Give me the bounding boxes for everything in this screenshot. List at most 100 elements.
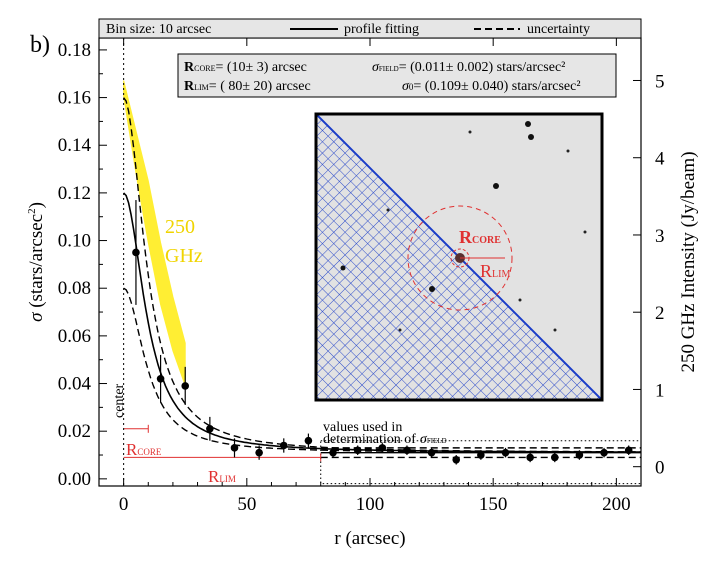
panel-label: b) [30, 32, 50, 58]
x-tick-label: 150 [479, 494, 508, 515]
x-tick-label: 50 [237, 494, 256, 515]
parameters-box: RCORE= (10± 3) arcsec RLIM= ( 80± 20) ar… [177, 53, 617, 98]
legend-bin-size: Bin size: 10 arcsec [106, 22, 211, 37]
data-point [526, 453, 534, 462]
band-label-ghz: GHz [165, 245, 203, 267]
data-point [230, 444, 239, 452]
param-sigma-field-label: σ [372, 60, 380, 75]
inset-rlim-sub: LIM [492, 269, 510, 280]
inset-star [553, 328, 557, 332]
inset-star [566, 149, 570, 153]
x-axis-label: r (arcsec) [334, 528, 405, 549]
rcore-marker-sub: CORE [137, 447, 162, 457]
svg-text:σ0= (0.109± 0.040) stars/arcse: σ0= (0.109± 0.040) stars/arcsec² [402, 79, 581, 94]
x-tick-label: 0 [119, 494, 129, 515]
data-point [624, 446, 633, 455]
data-point [452, 455, 461, 464]
param-rcore-label: R [184, 60, 195, 75]
y-axis-label: σ (stars/arcsec2) [26, 202, 47, 322]
param-sigma-field-value: = (0.011± 0.002) stars/arcsec² [399, 60, 566, 75]
y-right-tick-label: 3 [655, 226, 665, 247]
y-tick-label: 0.04 [58, 374, 92, 395]
y-tick-label: 0.06 [58, 326, 91, 347]
data-point [353, 446, 362, 455]
data-point [255, 448, 263, 457]
data-point [600, 448, 608, 457]
svg-text:σFIELD= (0.011± 0.002) stars/a: σFIELD= (0.011± 0.002) stars/arcsec² [372, 60, 565, 75]
inset-star [386, 208, 390, 212]
inset-star [398, 328, 402, 332]
y-right-tick-label: 5 [655, 71, 665, 92]
y-right-tick-label: 2 [655, 303, 665, 324]
y-right-axis-label: 250 GHz Intensity (Jy/beam) [678, 151, 699, 372]
y-tick-label: 0.12 [58, 183, 91, 204]
data-point [156, 374, 165, 383]
data-point [181, 382, 190, 390]
data-point [329, 448, 337, 457]
parameters-frame [177, 53, 617, 98]
inset-rcore-label: R [459, 227, 473, 247]
band-label-250: 250 [165, 216, 195, 238]
inset-rcore-sub: CORE [472, 235, 501, 246]
axes-layer: 0 50 100 150 2000.000.020.040.060.080.100.12… [58, 38, 665, 515]
inset-star [429, 286, 435, 292]
y-right-tick-label: 0 [655, 458, 665, 479]
data-point [550, 453, 559, 462]
svg-text:RCORE: RCORE [459, 227, 501, 247]
data-point [279, 441, 288, 450]
x-tick-label: 200 [602, 494, 631, 515]
inset-star [518, 298, 522, 302]
param-sigma0-label: σ [402, 79, 410, 94]
y-tick-label: 0.02 [58, 421, 91, 442]
data-point [477, 451, 485, 459]
inset-star [528, 134, 534, 140]
inset-rlim-label: R [480, 261, 492, 281]
rlim-marker-label: R [208, 467, 220, 486]
y-tick-label: 0.10 [58, 231, 91, 252]
data-point [378, 444, 387, 452]
param-rlim-label: R [184, 79, 195, 94]
rcore-marker-label: R [126, 440, 138, 459]
param-rlim-sub: LIM [194, 83, 209, 92]
inset-star [340, 265, 346, 271]
param-rcore-value: = (10± 3) arcsec [215, 60, 306, 75]
values-used-sub: FIELD [427, 437, 447, 445]
param-sigma0-sub: 0 [409, 82, 414, 92]
points-layer [132, 200, 633, 465]
values-used-line1: values used in [323, 420, 402, 435]
param-rcore-sub: CORE [194, 64, 215, 73]
y-tick-label: 0.18 [58, 40, 91, 61]
y-right-tick-label: 1 [655, 380, 665, 401]
y-tick-label: 0.14 [58, 135, 92, 156]
data-point [403, 446, 411, 455]
data-point [304, 436, 313, 445]
center-label: center [112, 383, 127, 418]
inset-star [525, 121, 531, 127]
param-sigma0-value: = (0.109± 0.040) stars/arcsec² [413, 79, 580, 94]
inset-star [583, 230, 587, 234]
svg-text:RCORE: RCORE [126, 440, 162, 459]
data-point [132, 248, 140, 257]
y-tick-label: 0.16 [58, 88, 91, 109]
legend-uncertainty: uncertainty [527, 22, 590, 37]
param-sigma-field-sub: FIELD [379, 65, 399, 73]
inset-star [468, 130, 472, 134]
field-region-layer [320, 440, 642, 485]
legend: Bin size: 10 arcsec profile fitting unce… [98, 18, 642, 39]
svg-text:RLIM: RLIM [208, 467, 236, 486]
svg-text:RCORE= (10± 3) arcsec: RCORE= (10± 3) arcsec [184, 60, 307, 75]
data-point [575, 451, 584, 459]
y-right-tick-label: 4 [655, 149, 665, 170]
inset-map: RCORE RLIM [314, 112, 604, 402]
inset-rlim-circle [407, 205, 513, 311]
svg-text:RLIM= ( 80± 20) arcsec: RLIM= ( 80± 20) arcsec [184, 79, 311, 94]
data-point [206, 425, 214, 433]
inset-star [493, 183, 499, 189]
marker-layer [123, 424, 322, 462]
inset-frame [314, 112, 604, 402]
values-used-line2: determination of [323, 432, 416, 447]
svg-text:RLIM: RLIM [480, 261, 510, 281]
y-tick-label: 0.08 [58, 278, 91, 299]
